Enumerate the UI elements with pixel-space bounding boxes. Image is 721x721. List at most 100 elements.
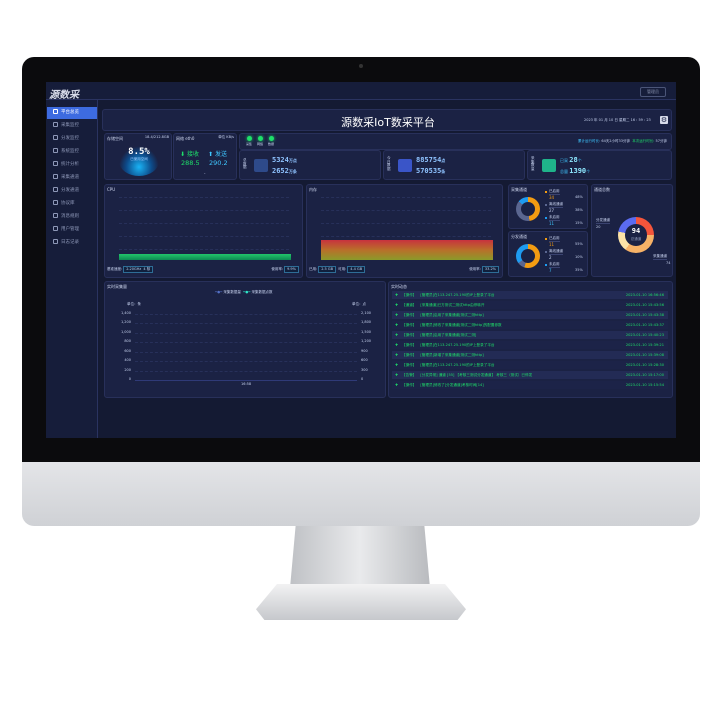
collect_channels-title: 采集通道 (511, 187, 527, 192)
log-text: [采集通道]已方测试二测试http由停转开 (420, 303, 485, 307)
menu-icon (53, 213, 58, 218)
log-entry[interactable]: ✚ 【通道】 [采集通道]已方测试二测试http由停转开 2023-01-10 15:… (392, 301, 668, 309)
sidebar-item-label: 分发监控 (61, 136, 79, 141)
y-right-tick: 300 (361, 367, 368, 372)
receive-value: 288.5 (181, 159, 200, 167)
log-entry[interactable]: ✚ 【操作】 [管理员]修改了[分发通道]考核时间[14] 2023-01-10 15… (392, 381, 668, 389)
log-entry[interactable]: ✚ 【操作】 [管理员]修改了采集通道[测试二测http]的配置参数 2023-01-… (392, 321, 668, 329)
log-time: 2023-01-10 15:17:00 (625, 373, 664, 377)
admin-button[interactable]: 管理员 (640, 87, 666, 97)
cpu-usage-area (119, 254, 291, 260)
y-right-tick: 1,200 (361, 339, 372, 344)
storage-card: 存储空间 18.4/212.8GB 8.5% 已使用空间 (104, 133, 172, 180)
sidebar-item[interactable]: 平台总览 (47, 107, 97, 119)
collect-total-value: 1390 (569, 167, 587, 175)
log-entry[interactable]: ✚ 【告警】 [分发异常] 通道 [55] 【考核三测试分发通道】 考核三（测试）已… (392, 371, 668, 379)
chart-title: 实时采集量 (107, 284, 127, 289)
sidebar-item-label: 协议库 (61, 201, 75, 206)
sidebar-item[interactable]: 采集监控 (47, 120, 97, 132)
sidebar-item[interactable]: 分发通道 (47, 185, 97, 197)
sidebar-item[interactable]: 日志记录 (47, 237, 97, 249)
sidebar-item-label: 日志记录 (61, 240, 79, 245)
y-left-label: 单位：条 (127, 302, 141, 306)
sidebar-item-label: 采集通道 (61, 175, 79, 180)
memory-usage-value: 33.2% (481, 265, 499, 273)
dist_channels-value: 11 (549, 242, 555, 247)
sidebar-item[interactable]: 系统监控 (47, 146, 97, 158)
gridline (135, 332, 357, 334)
memory-free-label: 可用: (338, 266, 347, 271)
cpu-speed-label: 基准速度: (107, 266, 123, 271)
sidebar-item-label: 采集监控 (61, 123, 79, 128)
sidebar-item[interactable]: 用户管理 (47, 224, 97, 236)
settings-icon[interactable]: ⚙ (660, 116, 668, 124)
chip-icon (542, 159, 556, 172)
total-data-label: 总数据 (243, 158, 247, 169)
network-dash: - (204, 171, 206, 176)
dist-channel-count: 20 (596, 225, 601, 229)
database-icon (398, 159, 412, 172)
collected-unit: 个 (577, 158, 582, 163)
total-runtime: 64天2小时33分钟 (601, 139, 630, 143)
log-entry[interactable]: ✚ 【操作】 [管理员]在113.247.25.190的IP上登录了平台 2023-0… (392, 361, 668, 369)
log-entry[interactable]: ✚ 【操作】 [管理员]在113.247.25.190的IP上登录了平台 2023-0… (392, 291, 668, 299)
dist_channels-percent: 35% (575, 268, 583, 272)
log-text: [分发异常] 通道 [55] 【考核三测试分发通道】 考核三（测试）已停发 (420, 373, 533, 377)
memory-usage-label: 使用率: (469, 266, 481, 271)
dist_channels-donut (516, 244, 540, 268)
total-rows-value: 2652 (272, 167, 289, 175)
y-left-tick: 1,400 (120, 311, 131, 315)
total-rows-unit: 万条 (288, 169, 297, 174)
memory-title: 内存 (309, 187, 317, 192)
plus-icon: ✚ (395, 363, 399, 367)
legend-label-1: 采集数据点数 (251, 290, 273, 294)
memory-used: 2.5 GB (318, 265, 336, 273)
log-entry[interactable]: ✚ 【操作】 [管理员]在113.247.25.190的IP上登录了平台 2023-0… (392, 341, 668, 349)
sidebar-item-label: 平台总览 (61, 110, 79, 115)
memory-usage-area (321, 240, 493, 260)
sidebar-item[interactable]: 采集通道 (47, 172, 97, 184)
dist-channel-label: 分发通道 (596, 218, 610, 224)
total-points-value: 5324 (272, 156, 289, 164)
sidebar-item-label: 消息规则 (61, 214, 79, 219)
memory-usage-row: 使用率: 33.2% (469, 265, 500, 273)
menu-icon (53, 148, 58, 153)
sidebar-item-label: 分发通道 (61, 188, 79, 193)
log-time: 2023-01-10 15:43:56 (625, 303, 664, 307)
gridline (135, 380, 357, 381)
y-left-tick: 0 (128, 377, 131, 381)
sidebar-item[interactable]: 协议库 (47, 198, 97, 210)
sidebar-item[interactable]: 统计分析 (47, 159, 97, 171)
log-type: 【操作】 (402, 383, 417, 387)
cpu-usage-label: 使用率: (271, 266, 284, 271)
sidebar-item-label: 用户管理 (61, 227, 79, 232)
dist_channels-label: 离线通道 (549, 249, 563, 255)
gridline (135, 323, 357, 325)
collect_channels-label: 离线通道 (549, 202, 563, 208)
log-entry[interactable]: ✚ 【操作】 [管理员]启用了采集通道[测试二测http] 2023-01-10 15… (392, 311, 668, 319)
status-indicator: 网络 (255, 136, 265, 146)
y-left-tick: 1,000 (120, 329, 131, 334)
plus-icon: ✚ (395, 293, 399, 297)
menu-icon (53, 122, 58, 127)
y-left-tick: 1,200 (120, 320, 131, 325)
cpu-cores: 4 核 (143, 266, 151, 271)
sidebar-item[interactable]: 消息规则 (47, 211, 97, 223)
sidebar-item[interactable]: 分发监控 (47, 133, 97, 145)
dist_channels-percent: 55% (575, 242, 583, 246)
log-time: 2023-01-10 15:15:54 (625, 383, 664, 387)
send-value: 290.2 (209, 159, 228, 167)
menu-icon (53, 109, 58, 114)
cpu-usage-row: 使用率: 9.9% (271, 265, 300, 273)
title-bar: 源数采IoT数采平台 2023 年 01 月 10 日 星期二 16 : 59 … (102, 109, 672, 131)
log-entry[interactable]: ✚ 【操作】 [管理员]新增了采集通道[测试二测http] 2023-01-10 15… (392, 351, 668, 359)
dist_channels-percent: 10% (575, 255, 583, 259)
log-entry[interactable]: ✚ 【操作】 [管理员]启用了采集通道[测试二测] 2023-01-10 15:40:… (392, 331, 668, 339)
log-text: [管理员]修改了采集通道[测试二测http]的配置参数 (420, 323, 502, 327)
channel-total-card: 通道总数 94 总通道 分发通道 20 采集通道 74 (591, 184, 673, 277)
gridline (135, 314, 357, 315)
channel-total-donut (618, 217, 654, 253)
dist_channels-label: 已启用 (549, 236, 560, 242)
status-strip: 采集 网络 数据 累计运行时长: 64天2小时33分钟 本次运行时长: 57分钟 (239, 133, 672, 150)
menu-icon (53, 200, 58, 205)
